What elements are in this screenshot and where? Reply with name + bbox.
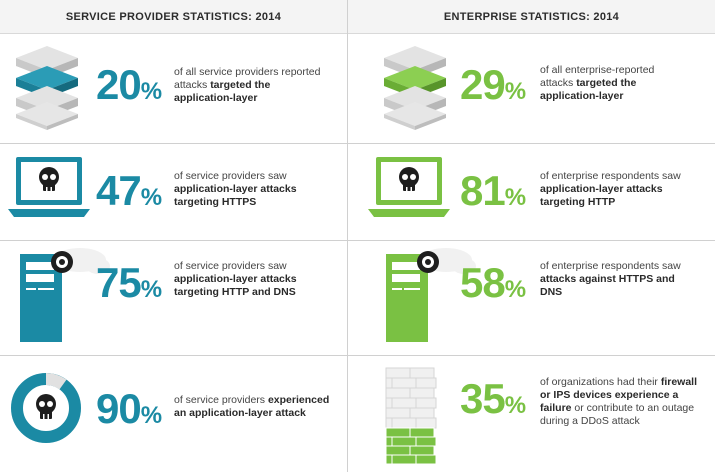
sp-stat-2-percent: 47% — [96, 167, 163, 214]
stat-text: of enterprise respondents saw — [540, 170, 681, 182]
stat-text-bold: firewall or IPS devices experience a fai… — [540, 376, 698, 414]
sp-stat-3-percent: 75% — [96, 259, 163, 306]
ent-stat-3-percent: 58% — [460, 259, 527, 306]
stat-text-bold: attacks against HTTPS and DNS — [540, 273, 675, 298]
enterprise-header: ENTERPRISE STATISTICS: 2014 — [348, 0, 715, 34]
layers-stack-icon — [384, 46, 446, 130]
column-divider — [347, 0, 348, 472]
stat-text: of all service providers reported attack… — [174, 66, 321, 91]
layers-stack-icon — [16, 46, 78, 130]
stat-text-bold: experienced an application-layer attack — [174, 394, 330, 419]
stat-text: of service providers — [174, 394, 268, 406]
sp-stat-1-text: of all service providers reported attack… — [174, 66, 324, 105]
stat-text: of organizations had their — [540, 376, 661, 388]
row-divider — [0, 240, 715, 241]
row-divider — [0, 143, 715, 144]
ent-stat-2-text: of enterprise respondents saw applicatio… — [540, 170, 700, 209]
laptop-skull-icon — [8, 157, 90, 217]
stat-text-bold: targeted the application-layer — [174, 79, 271, 104]
server-cloud-icon — [386, 248, 476, 342]
ent-stat-4-percent: 35% — [460, 375, 527, 422]
sp-stat-1-percent: 20% — [96, 61, 163, 108]
stat-text-bold: targeted the application-layer — [540, 77, 637, 102]
ent-stat-1-percent: 29% — [460, 61, 527, 108]
sp-stat-2-text: of service providers saw application-lay… — [174, 170, 324, 209]
row-divider — [0, 355, 715, 356]
ent-stat-2-percent: 81% — [460, 167, 527, 214]
sp-stat-4-percent: 90% — [96, 385, 163, 432]
stat-text-bold: application-layer attacks targeting HTTP — [540, 183, 663, 208]
server-cloud-icon — [20, 248, 110, 342]
ent-stat-4-text: of organizations had their firewall or I… — [540, 376, 705, 428]
sp-stat-4-text: of service providers experienced an appl… — [174, 394, 334, 420]
enterprise-title: ENTERPRISE STATISTICS: 2014 — [443, 10, 620, 23]
stat-text-bold: application-layer attacks targeting HTTP… — [174, 183, 297, 208]
stat-text: of enterprise respondents saw — [540, 260, 681, 272]
sp-stat-3-text: of service providers saw application-lay… — [174, 260, 324, 299]
service-provider-title: SERVICE PROVIDER STATISTICS: 2014 — [65, 10, 282, 23]
ent-stat-3-text: of enterprise respondents saw attacks ag… — [540, 260, 690, 299]
ent-stat-1-text: of all enterprise-reported attacks targe… — [540, 64, 690, 103]
donut-skull-icon — [11, 373, 81, 443]
stat-text: of service providers saw — [174, 170, 287, 182]
service-provider-header: SERVICE PROVIDER STATISTICS: 2014 — [0, 0, 347, 34]
stat-text-bold: application-layer attacks targeting HTTP… — [174, 273, 297, 298]
stat-text: or contribute to an outage during a DDoS… — [540, 402, 695, 427]
stat-text: of service providers saw — [174, 260, 287, 272]
stat-text: of all enterprise-reported attacks — [540, 64, 655, 89]
laptop-skull-icon — [368, 157, 450, 217]
firewall-icon — [385, 367, 437, 465]
